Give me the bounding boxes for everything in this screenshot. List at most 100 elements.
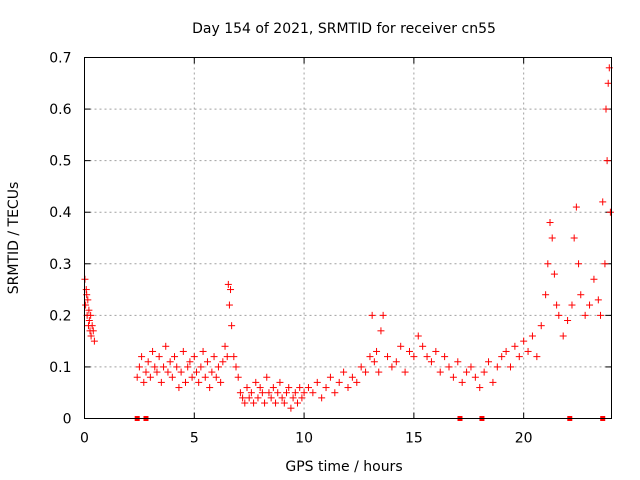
data-point	[410, 353, 418, 361]
data-point	[524, 347, 532, 355]
data-point	[283, 389, 291, 397]
data-point	[228, 322, 236, 330]
data-point	[258, 389, 266, 397]
data-point	[599, 198, 607, 206]
data-point	[344, 384, 352, 392]
tick-layer: 0 0.1 0.2 0.3 0.4 0.5 0.6 0.7 0 5 10 15 20	[49, 51, 612, 447]
data-point	[85, 317, 93, 325]
y-tick-label: 0	[63, 412, 72, 428]
data-point	[368, 311, 376, 319]
y-tick-label: 0.7	[49, 51, 71, 67]
x-tick-label: 15	[405, 431, 423, 447]
data-point	[318, 394, 326, 402]
data-point	[175, 384, 183, 392]
data-point	[173, 363, 181, 371]
x-tick-label: 20	[515, 431, 533, 447]
data-point	[300, 389, 308, 397]
data-point	[436, 368, 444, 376]
data-point	[559, 332, 567, 340]
data-point	[370, 358, 378, 366]
x-tick-label: 0	[80, 431, 89, 447]
data-point	[144, 358, 152, 366]
y-tick-label: 0.5	[49, 154, 71, 170]
data-point	[463, 368, 471, 376]
data-point	[188, 373, 196, 381]
data-point	[267, 394, 275, 402]
data-point	[480, 368, 488, 376]
data-point	[224, 280, 232, 288]
data-point	[195, 378, 203, 386]
data-point	[234, 373, 242, 381]
data-point	[553, 301, 561, 309]
chart-title: Day 154 of 2021, SRMTID for receiver cn5…	[192, 21, 496, 37]
data-point	[546, 219, 554, 227]
data-point	[594, 296, 602, 304]
data-point	[414, 332, 422, 340]
data-point	[322, 384, 330, 392]
data-point	[87, 311, 95, 319]
data-point	[581, 311, 589, 319]
data-point	[353, 378, 361, 386]
data-point	[162, 342, 170, 350]
data-point	[493, 363, 501, 371]
data-point	[602, 105, 610, 113]
data-point	[89, 327, 97, 335]
data-point	[160, 363, 168, 371]
data-point	[458, 378, 466, 386]
points-layer	[81, 64, 614, 421]
data-point	[335, 378, 343, 386]
data-point	[142, 368, 150, 376]
data-point	[348, 373, 356, 381]
data-point	[236, 389, 244, 397]
data-point	[550, 270, 558, 278]
data-point	[90, 337, 98, 345]
data-point	[449, 373, 457, 381]
data-point	[164, 368, 172, 376]
data-point	[186, 358, 194, 366]
data-point	[245, 394, 253, 402]
y-tick-label: 0.6	[49, 102, 71, 118]
data-point	[87, 332, 95, 340]
data-point	[401, 368, 409, 376]
data-point	[467, 363, 475, 371]
data-point	[227, 286, 235, 294]
data-point	[272, 399, 280, 407]
data-point	[133, 373, 141, 381]
data-point	[138, 353, 146, 361]
data-point	[471, 373, 479, 381]
data-point	[555, 311, 563, 319]
data-point	[298, 394, 306, 402]
data-point	[232, 363, 240, 371]
data-point	[520, 337, 528, 345]
data-point	[489, 378, 497, 386]
data-point	[276, 378, 284, 386]
data-point	[261, 399, 269, 407]
data-point	[326, 373, 334, 381]
data-point	[537, 322, 545, 330]
data-point	[604, 79, 612, 87]
data-point	[265, 389, 273, 397]
data-point	[601, 260, 609, 268]
data-point	[210, 353, 218, 361]
data-point	[377, 327, 385, 335]
data-point	[515, 353, 523, 361]
data-point	[502, 347, 510, 355]
data-point	[548, 234, 556, 242]
data-point	[528, 332, 536, 340]
data-point	[241, 399, 249, 407]
data-point	[309, 389, 317, 397]
data-point	[340, 368, 348, 376]
data-point	[212, 373, 220, 381]
y-tick-label: 0.3	[49, 257, 71, 273]
data-point	[586, 301, 594, 309]
data-point	[140, 378, 148, 386]
data-point	[419, 342, 427, 350]
data-point	[572, 203, 580, 211]
data-point	[149, 347, 157, 355]
data-point	[397, 342, 405, 350]
data-point	[85, 306, 93, 314]
data-point	[151, 363, 159, 371]
data-point	[373, 347, 381, 355]
data-point	[427, 358, 435, 366]
data-point	[221, 342, 229, 350]
